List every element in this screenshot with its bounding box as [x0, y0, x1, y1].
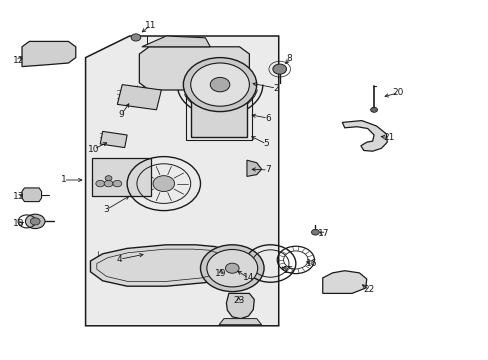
- Circle shape: [206, 249, 257, 287]
- Circle shape: [210, 77, 229, 92]
- Polygon shape: [22, 188, 41, 202]
- Polygon shape: [85, 36, 278, 326]
- Polygon shape: [342, 121, 386, 151]
- Circle shape: [272, 64, 286, 74]
- Text: 2: 2: [273, 84, 279, 93]
- Polygon shape: [117, 85, 161, 110]
- Polygon shape: [246, 160, 261, 176]
- Circle shape: [200, 245, 264, 292]
- Text: 9: 9: [118, 110, 124, 119]
- Circle shape: [225, 263, 239, 273]
- Polygon shape: [211, 254, 230, 271]
- Text: 6: 6: [264, 113, 270, 122]
- Text: 1: 1: [61, 175, 66, 184]
- Bar: [185, 85, 251, 140]
- Circle shape: [153, 176, 174, 192]
- Text: 14: 14: [242, 274, 254, 282]
- Circle shape: [131, 34, 141, 41]
- Circle shape: [30, 218, 40, 225]
- Polygon shape: [139, 47, 249, 90]
- Text: 18: 18: [13, 219, 24, 228]
- Text: 16: 16: [305, 259, 317, 268]
- Text: 7: 7: [264, 165, 270, 174]
- Circle shape: [25, 214, 45, 229]
- Circle shape: [96, 180, 104, 187]
- Polygon shape: [322, 271, 366, 293]
- Polygon shape: [226, 293, 254, 319]
- Polygon shape: [142, 36, 210, 47]
- Text: 4: 4: [117, 255, 122, 264]
- Polygon shape: [90, 245, 239, 286]
- Text: 22: 22: [363, 285, 374, 294]
- Bar: [190, 88, 246, 137]
- Circle shape: [104, 180, 113, 187]
- Circle shape: [105, 176, 112, 181]
- Polygon shape: [100, 131, 127, 148]
- Text: 5: 5: [263, 139, 269, 148]
- Text: 3: 3: [103, 205, 109, 214]
- Text: 12: 12: [13, 56, 24, 65]
- Circle shape: [311, 229, 319, 235]
- Text: 13: 13: [13, 192, 24, 201]
- Text: 15: 15: [282, 266, 294, 275]
- Text: 17: 17: [317, 230, 329, 239]
- Text: 21: 21: [382, 133, 394, 142]
- Circle shape: [183, 58, 256, 112]
- Circle shape: [370, 107, 377, 112]
- Text: 20: 20: [392, 88, 404, 97]
- Bar: [92, 158, 150, 196]
- Text: 19: 19: [215, 269, 226, 278]
- Text: 10: 10: [88, 145, 100, 153]
- Text: 11: 11: [144, 21, 156, 30]
- Text: 8: 8: [286, 54, 292, 63]
- Circle shape: [190, 63, 249, 106]
- Polygon shape: [22, 41, 76, 67]
- Circle shape: [113, 180, 122, 187]
- Text: 23: 23: [232, 296, 244, 305]
- Polygon shape: [219, 319, 261, 325]
